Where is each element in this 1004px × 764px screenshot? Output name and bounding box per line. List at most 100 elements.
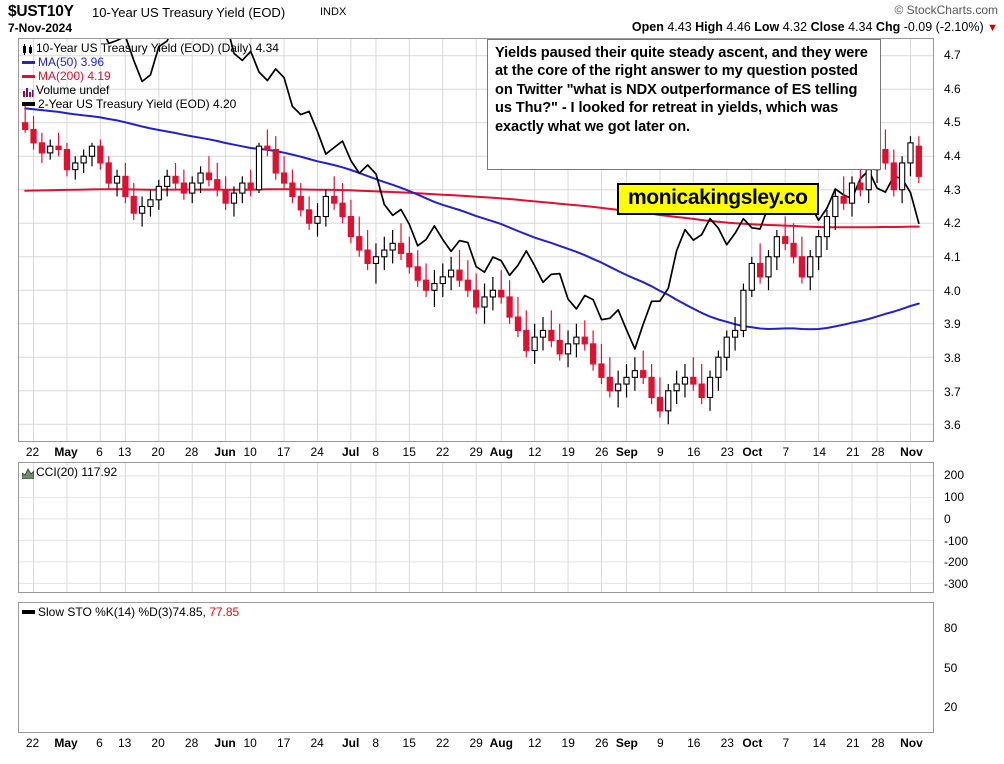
price-legend-title: 10-Year US Treasury Yield (EOD) (Daily) … <box>36 41 279 55</box>
y-axis-tick-label: 200 <box>944 468 965 483</box>
change-value: -0.09 (-2.10%) <box>903 20 984 34</box>
x-axis-tick: 19 <box>561 445 575 459</box>
stochastics-legend: Slow STO %K(14) %D(3) 74.85 , 77.85 <box>22 605 239 619</box>
y-axis-tick-label: 3.8 <box>944 350 961 365</box>
x-axis-tick: 14 <box>812 445 827 459</box>
x-axis-tick: 22 <box>25 445 40 459</box>
quote-bar: Open 4.43 High 4.46 Low 4.32 Close 4.34 … <box>632 20 998 34</box>
x-axis-tick: 14 <box>812 736 827 750</box>
x-axis-tick: 9 <box>656 445 664 459</box>
x-axis-tick: 28 <box>184 736 199 750</box>
y-axis-tick-label: 20 <box>944 699 958 714</box>
cci-legend: CCI(20) 117.92 <box>21 465 118 479</box>
low-value: 4.32 <box>782 20 808 34</box>
overlay-color-swatch-icon <box>22 102 35 106</box>
watermark-badge: monicakingsley.co <box>617 183 819 215</box>
cci-panel[interactable] <box>18 462 934 593</box>
legend-row-sto: Slow STO %K(14) %D(3) 74.85 , 77.85 <box>22 605 239 619</box>
legend-row-title: 10-Year US Treasury Yield (EOD) (Daily) … <box>22 41 279 55</box>
x-axis-tick: 20 <box>151 736 165 750</box>
x-axis-tick: 26 <box>595 736 609 750</box>
x-axis-tick: 26 <box>595 445 609 459</box>
sto-k-value: 74.85 <box>172 605 203 619</box>
price-plot <box>19 39 933 441</box>
x-axis-tick: Jul <box>341 445 360 459</box>
x-axis-tick: 12 <box>528 445 542 459</box>
x-axis-tick: May <box>54 445 78 459</box>
x-axis-tick: May <box>54 736 78 750</box>
x-axis-tick: 17 <box>276 736 291 750</box>
x-axis-tick: 29 <box>469 736 483 750</box>
y-axis-tick-label: 4.5 <box>944 115 961 130</box>
x-axis-tick: Nov <box>900 736 923 750</box>
x-axis-tick: Jun <box>214 445 236 459</box>
x-axis-tick: 13 <box>117 445 132 459</box>
x-axis-tick: 19 <box>561 736 575 750</box>
x-axis-tick: 15 <box>402 736 416 750</box>
chart-date: 7-Nov-2024 <box>8 21 73 35</box>
x-axis-tick: 8 <box>372 736 380 750</box>
x-axis-tick: 21 <box>846 445 860 459</box>
y-axis-tick-label: 3.9 <box>944 317 961 332</box>
y-axis-tick-label: 80 <box>944 621 958 636</box>
x-axis-tick: Oct <box>742 736 763 750</box>
annotation-textbox: Yields paused their quite steady ascent,… <box>487 39 881 170</box>
x-axis-tick: Jun <box>214 736 236 750</box>
x-axis-tick: Sep <box>615 445 638 459</box>
x-axis-tick: 6 <box>96 736 103 750</box>
x-axis-tick: 16 <box>687 445 701 459</box>
sto-d-value: 77.85 <box>209 605 240 619</box>
x-axis-tick: 22 <box>436 445 450 459</box>
low-label: Low <box>754 20 780 34</box>
legend-row-ma50: MA(50) 3.96 <box>22 55 279 69</box>
x-axis-tick: 13 <box>117 736 132 750</box>
x-axis-tick: 23 <box>720 736 734 750</box>
x-axis-tick: 28 <box>871 736 885 750</box>
sto-separator: , <box>202 605 210 619</box>
cci-label: CCI(20) 117.92 <box>36 465 118 479</box>
y-axis-tick-label: 3.6 <box>944 418 961 433</box>
x-axis-tick: 9 <box>656 736 664 750</box>
legend-row-volume: Volume undef <box>22 83 279 97</box>
open-value: 4.43 <box>667 20 692 34</box>
y-axis-tick-label: 4.7 <box>944 47 961 62</box>
x-axis-tick: 28 <box>184 445 199 459</box>
y-axis-tick-label: 50 <box>944 660 958 675</box>
high-label: High <box>695 20 723 34</box>
x-axis-tick: Nov <box>900 445 923 459</box>
change-label: Chg <box>875 20 901 34</box>
x-axis-top: 22 May 6 13 20 28 Jun 10 17 24 Jul 8 15 22 29 Aug 12 19 26… <box>18 445 934 461</box>
stochastics-plot <box>19 603 933 732</box>
x-axis-tick: 22 <box>25 736 40 750</box>
y-axis-tick-label: -200 <box>944 555 969 570</box>
stockcharts-credit: © StockCharts.com <box>894 3 998 17</box>
x-axis-tick: 16 <box>687 736 701 750</box>
price-legend: 10-Year US Treasury Yield (EOD) (Daily) … <box>22 41 279 111</box>
y-axis-tick-label: 4.1 <box>944 249 961 264</box>
y-axis-tick-label: 4.0 <box>944 283 961 298</box>
y-axis-tick-label: 100 <box>944 489 965 504</box>
x-axis-bottom: 22 May 6 13 20 28 Jun 10 17 24 Jul 8 15 22 29 Aug 12 19 26… <box>18 736 934 752</box>
area-chart-icon <box>21 467 35 479</box>
y-axis-tick-label: -300 <box>944 577 969 592</box>
ma50-color-swatch-icon <box>22 60 35 64</box>
page-title: $UST10Y <box>8 3 74 20</box>
x-axis-tick: 29 <box>469 445 483 459</box>
volume-label: Volume undef <box>36 83 110 97</box>
x-axis-tick: Jul <box>341 736 360 750</box>
x-axis-tick: 7 <box>782 736 790 750</box>
legend-row-cci: CCI(20) 117.92 <box>21 465 118 479</box>
sto-label-prefix: Slow STO %K(14) %D(3) <box>38 605 173 619</box>
ma50-label: MA(50) 3.96 <box>38 55 105 69</box>
y-axis-tick-label: 4.3 <box>944 182 961 197</box>
stochastics-panel[interactable] <box>18 602 934 733</box>
x-axis-tick: 7 <box>782 445 790 459</box>
ma200-color-swatch-icon <box>22 74 35 78</box>
y-axis-tick-label: -100 <box>944 533 969 548</box>
exchange-label: INDX <box>320 6 347 18</box>
open-label: Open <box>631 20 664 34</box>
x-axis-tick: 8 <box>372 445 380 459</box>
high-value: 4.46 <box>726 20 751 34</box>
symbol-description: 10-Year US Treasury Yield (EOD) <box>92 5 286 20</box>
